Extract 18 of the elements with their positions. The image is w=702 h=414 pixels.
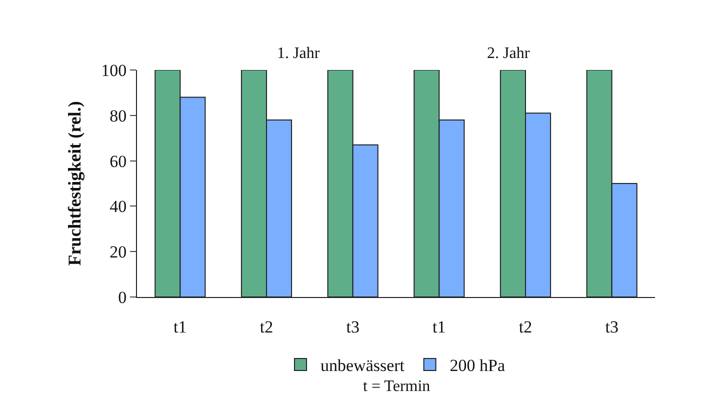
x-tick-label: t1	[174, 317, 187, 336]
y-axis-title: Fruchtfestigkeit (rel.)	[64, 101, 84, 266]
text: 1. Jahr	[277, 45, 320, 62]
x-tick-label: t2	[518, 317, 532, 336]
y-tick-label: 100	[101, 60, 127, 80]
x-tick-label: t1	[432, 317, 446, 336]
x-tick-label: t3	[346, 317, 360, 336]
y-tick-label: 40	[110, 197, 127, 216]
legend-label: unbewässert	[320, 356, 405, 376]
y-tick-label: 0	[118, 288, 127, 307]
y-tick-label: 80	[110, 106, 127, 126]
y-tick-label: 20	[110, 242, 127, 262]
text: t = Termin	[363, 378, 430, 395]
legend-label: 200 hPa	[450, 356, 506, 376]
x-tick-label: t2	[260, 317, 274, 336]
text: 2. Jahr	[487, 45, 530, 62]
x-tick-label: t3	[605, 317, 618, 336]
y-tick-label: 60	[110, 152, 127, 171]
